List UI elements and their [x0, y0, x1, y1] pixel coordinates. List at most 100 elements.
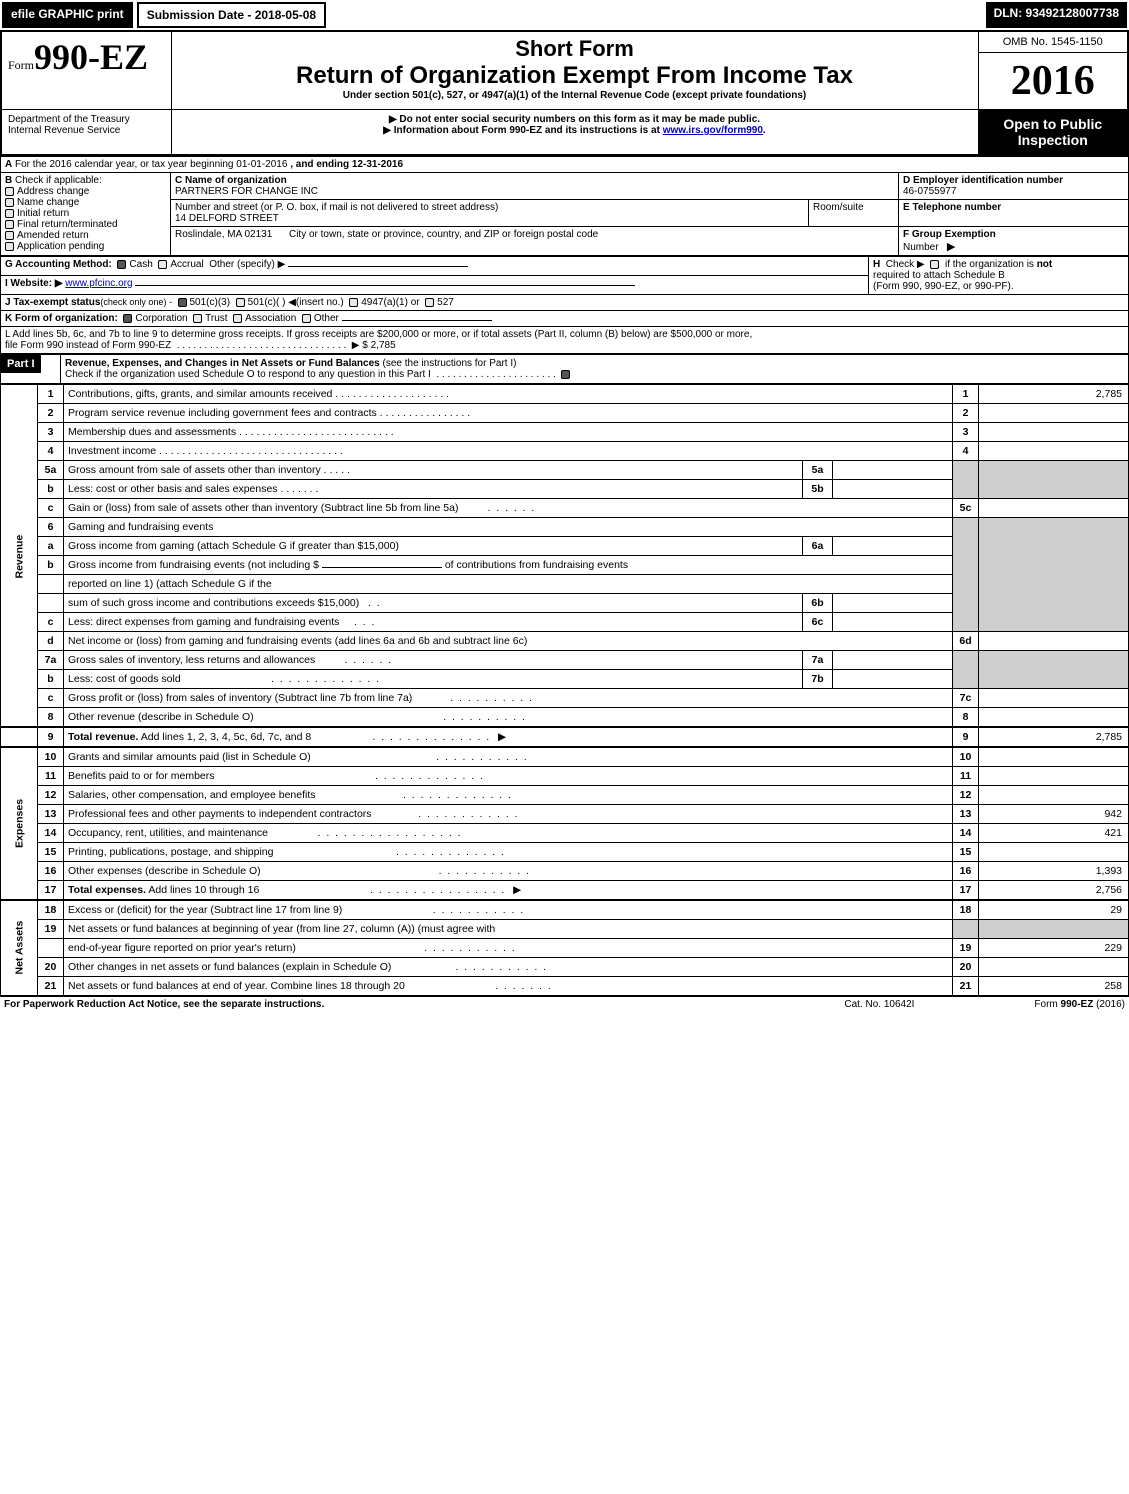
j-501c: 501(c)( ) ◀(insert no.)	[248, 297, 344, 308]
open-line2: Inspection	[981, 132, 1126, 148]
line-4-desc: Investment income	[68, 445, 156, 457]
checkbox-accrual[interactable]	[158, 260, 167, 269]
part1-header-table: Part I Revenue, Expenses, and Changes in…	[0, 354, 1129, 384]
j-501c3: 501(c)(3)	[190, 297, 231, 308]
line-16-desc: Other expenses (describe in Schedule O)	[68, 865, 261, 877]
website-link[interactable]: www.pfcinc.org	[65, 278, 132, 289]
j-label: J Tax-exempt status	[5, 297, 100, 308]
line-20-rval	[979, 958, 1129, 977]
line-6d-no: d	[38, 632, 64, 651]
line-6c-subval	[833, 613, 953, 632]
line-7c-desc: Gross profit or (loss) from sales of inv…	[68, 692, 412, 704]
k-label: K Form of organization:	[5, 313, 118, 324]
line-6b3-no	[38, 594, 64, 613]
shade-7v	[979, 651, 1129, 689]
checkbox-application-pending[interactable]	[5, 242, 14, 251]
line-7a-no: 7a	[38, 651, 64, 670]
f-label: F Group Exemption	[903, 229, 996, 240]
checkbox-4947[interactable]	[349, 298, 358, 307]
line-18-rno: 18	[953, 900, 979, 920]
checkbox-name-change[interactable]	[5, 198, 14, 207]
b-opt-2: Initial return	[17, 208, 69, 219]
form-header: Form990-EZ Short Form Return of Organiza…	[0, 30, 1129, 156]
g-accrual: Accrual	[170, 259, 203, 270]
checkbox-amended-return[interactable]	[5, 231, 14, 240]
line-7c-rval	[979, 689, 1129, 708]
shade-7	[953, 651, 979, 689]
form-subtitle: Under section 501(c), 527, or 4947(a)(1)…	[178, 90, 972, 101]
k-other-input[interactable]	[342, 320, 492, 321]
line-5c-no: c	[38, 499, 64, 518]
b-label: Check if applicable:	[15, 175, 102, 186]
checkbox-trust[interactable]	[193, 314, 202, 323]
line-19-no: 19	[38, 920, 64, 939]
checkbox-527[interactable]	[425, 298, 434, 307]
section-expenses-label: Expenses	[1, 747, 38, 900]
checkbox-cash[interactable]	[117, 260, 126, 269]
h-check: Check ▶	[886, 259, 925, 270]
revenue-end-cap	[1, 727, 38, 747]
checkbox-address-change[interactable]	[5, 187, 14, 196]
checkbox-h[interactable]	[930, 260, 939, 269]
revenue-table: Revenue 1 Contributions, gifts, grants, …	[0, 384, 1129, 996]
line-a-end: , and ending 12-31-2016	[290, 159, 403, 170]
line-17-no: 17	[38, 881, 64, 901]
line-10-no: 10	[38, 747, 64, 767]
efile-print-button[interactable]: efile GRAPHIC print	[2, 2, 133, 28]
line-5a-subno: 5a	[803, 461, 833, 480]
footer-left: For Paperwork Reduction Act Notice, see …	[4, 999, 324, 1010]
line-11-desc: Benefits paid to or for members	[68, 770, 214, 782]
submission-date: Submission Date - 2018-05-08	[137, 2, 326, 28]
h-text3: required to attach Schedule B	[873, 270, 1005, 281]
line-2-rval	[979, 404, 1129, 423]
checkbox-initial-return[interactable]	[5, 209, 14, 218]
checkbox-schedule-o[interactable]	[561, 370, 570, 379]
line-6c-no: c	[38, 613, 64, 632]
room-label: Room/suite	[813, 202, 864, 213]
line-5b-desc: Less: cost or other basis and sales expe…	[68, 483, 278, 495]
part1-check-text: Check if the organization used Schedule …	[65, 369, 431, 380]
checkbox-501c[interactable]	[236, 298, 245, 307]
f-sub: Number	[903, 242, 939, 253]
line-5a-subval	[833, 461, 953, 480]
f-arrow: ▶	[947, 241, 955, 253]
line-19-rval: 229	[979, 939, 1129, 958]
line-6b3-subno: 6b	[803, 594, 833, 613]
line-14-desc: Occupancy, rent, utilities, and maintena…	[68, 827, 268, 839]
info-link-line: ▶ Information about Form 990-EZ and its …	[178, 125, 972, 136]
line-7c-no: c	[38, 689, 64, 708]
omb-number: OMB No. 1545-1150	[985, 36, 1122, 48]
checkbox-501c3[interactable]	[178, 298, 187, 307]
irs-link[interactable]: www.irs.gov/form990	[663, 125, 763, 136]
shade-5	[953, 461, 979, 499]
checkbox-other-org[interactable]	[302, 314, 311, 323]
line-6b-input[interactable]	[322, 567, 442, 568]
line-9-desc2: Add lines 1, 2, 3, 4, 5c, 6d, 7c, and 8	[138, 731, 311, 743]
line-6c-subno: 6c	[803, 613, 833, 632]
checkbox-assoc[interactable]	[233, 314, 242, 323]
line-7a-subval	[833, 651, 953, 670]
line-20-no: 20	[38, 958, 64, 977]
k-trust: Trust	[205, 313, 227, 324]
line-12-no: 12	[38, 786, 64, 805]
line-17-desc: Total expenses.	[68, 884, 146, 896]
checkbox-final-return[interactable]	[5, 220, 14, 229]
h-text2: if the organization is	[945, 259, 1034, 270]
line-19b-no	[38, 939, 64, 958]
line-18-desc: Excess or (deficit) for the year (Subtra…	[68, 904, 342, 916]
dept-irs: Internal Revenue Service	[8, 125, 165, 136]
line-21-rno: 21	[953, 977, 979, 996]
line-17-rval: 2,756	[979, 881, 1129, 901]
g-other-input[interactable]	[288, 266, 468, 267]
line-18-no: 18	[38, 900, 64, 920]
line-1-rno: 1	[953, 385, 979, 404]
line-3-rno: 3	[953, 423, 979, 442]
org-info-block: A For the 2016 calendar year, or tax yea…	[0, 156, 1129, 256]
org-name: PARTNERS FOR CHANGE INC	[175, 186, 318, 197]
info-suffix: .	[763, 125, 766, 136]
shade-19	[953, 920, 979, 939]
line-6b2-desc: reported on line 1) (attach Schedule G i…	[68, 578, 272, 590]
checkbox-corp[interactable]	[123, 314, 132, 323]
line-2-rno: 2	[953, 404, 979, 423]
line-6d-rval	[979, 632, 1129, 651]
